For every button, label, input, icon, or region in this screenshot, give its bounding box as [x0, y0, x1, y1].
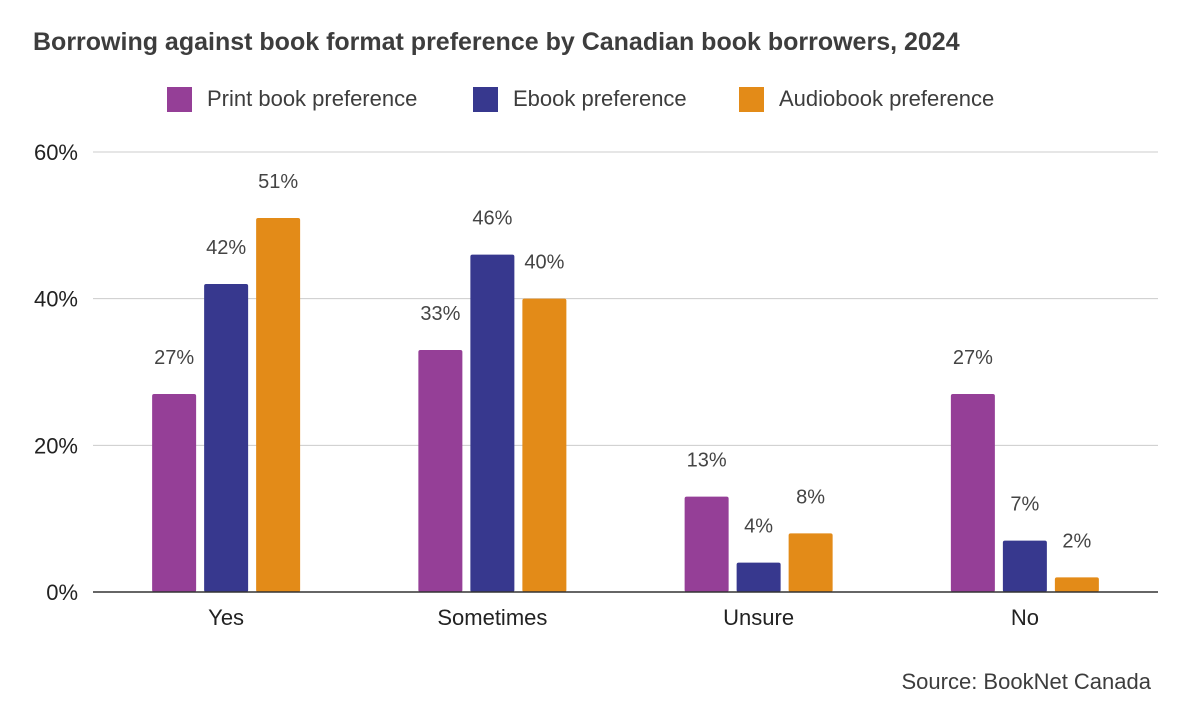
x-tick-label: No: [1011, 605, 1039, 630]
bar: [736, 562, 781, 592]
y-tick-label: 40%: [34, 287, 78, 312]
legend-label-ebook: Ebook preference: [513, 86, 687, 111]
chart-title: Borrowing against book format preference…: [33, 28, 960, 56]
legend-item-audiobook: Audiobook preference: [739, 84, 994, 114]
data-label: 40%: [524, 252, 564, 274]
data-label: 27%: [154, 347, 194, 369]
bar: [152, 394, 197, 592]
chart-legend: Print book preference Ebook preference A…: [0, 84, 1187, 114]
data-label: 7%: [1010, 494, 1039, 516]
legend-swatch-ebook: [473, 86, 498, 112]
data-label: 2%: [1062, 530, 1091, 552]
legend-item-ebook: Ebook preference: [473, 84, 687, 114]
legend-swatch-audiobook: [739, 86, 764, 112]
bar: [470, 254, 515, 592]
bar: [204, 284, 249, 592]
data-label: 8%: [796, 486, 825, 508]
legend-item-print: Print book preference: [167, 84, 417, 114]
bar: [418, 350, 463, 592]
bar: [256, 218, 301, 592]
x-tick-label: Unsure: [723, 605, 794, 630]
x-tick-label: Sometimes: [437, 605, 547, 630]
data-label: 13%: [687, 450, 727, 472]
bar: [684, 496, 729, 592]
bar: [1054, 577, 1099, 592]
bar: [950, 394, 995, 592]
y-tick-label: 20%: [34, 433, 78, 458]
legend-label-audiobook: Audiobook preference: [779, 86, 995, 111]
bar: [1002, 540, 1047, 592]
bar: [522, 298, 567, 592]
x-tick-label: Yes: [208, 605, 244, 630]
legend-swatch-print: [167, 86, 192, 112]
data-label: 51%: [258, 171, 298, 193]
data-label: 46%: [472, 208, 512, 230]
data-label: 27%: [953, 347, 993, 369]
bar: [788, 533, 833, 592]
legend-label-print: Print book preference: [207, 86, 418, 111]
source-note: Source: BookNet Canada: [901, 669, 1152, 694]
data-label: 33%: [420, 303, 460, 325]
y-tick-label: 60%: [34, 140, 78, 165]
data-label: 42%: [206, 237, 246, 259]
data-label: 4%: [744, 516, 773, 538]
y-tick-label: 0%: [46, 580, 78, 605]
